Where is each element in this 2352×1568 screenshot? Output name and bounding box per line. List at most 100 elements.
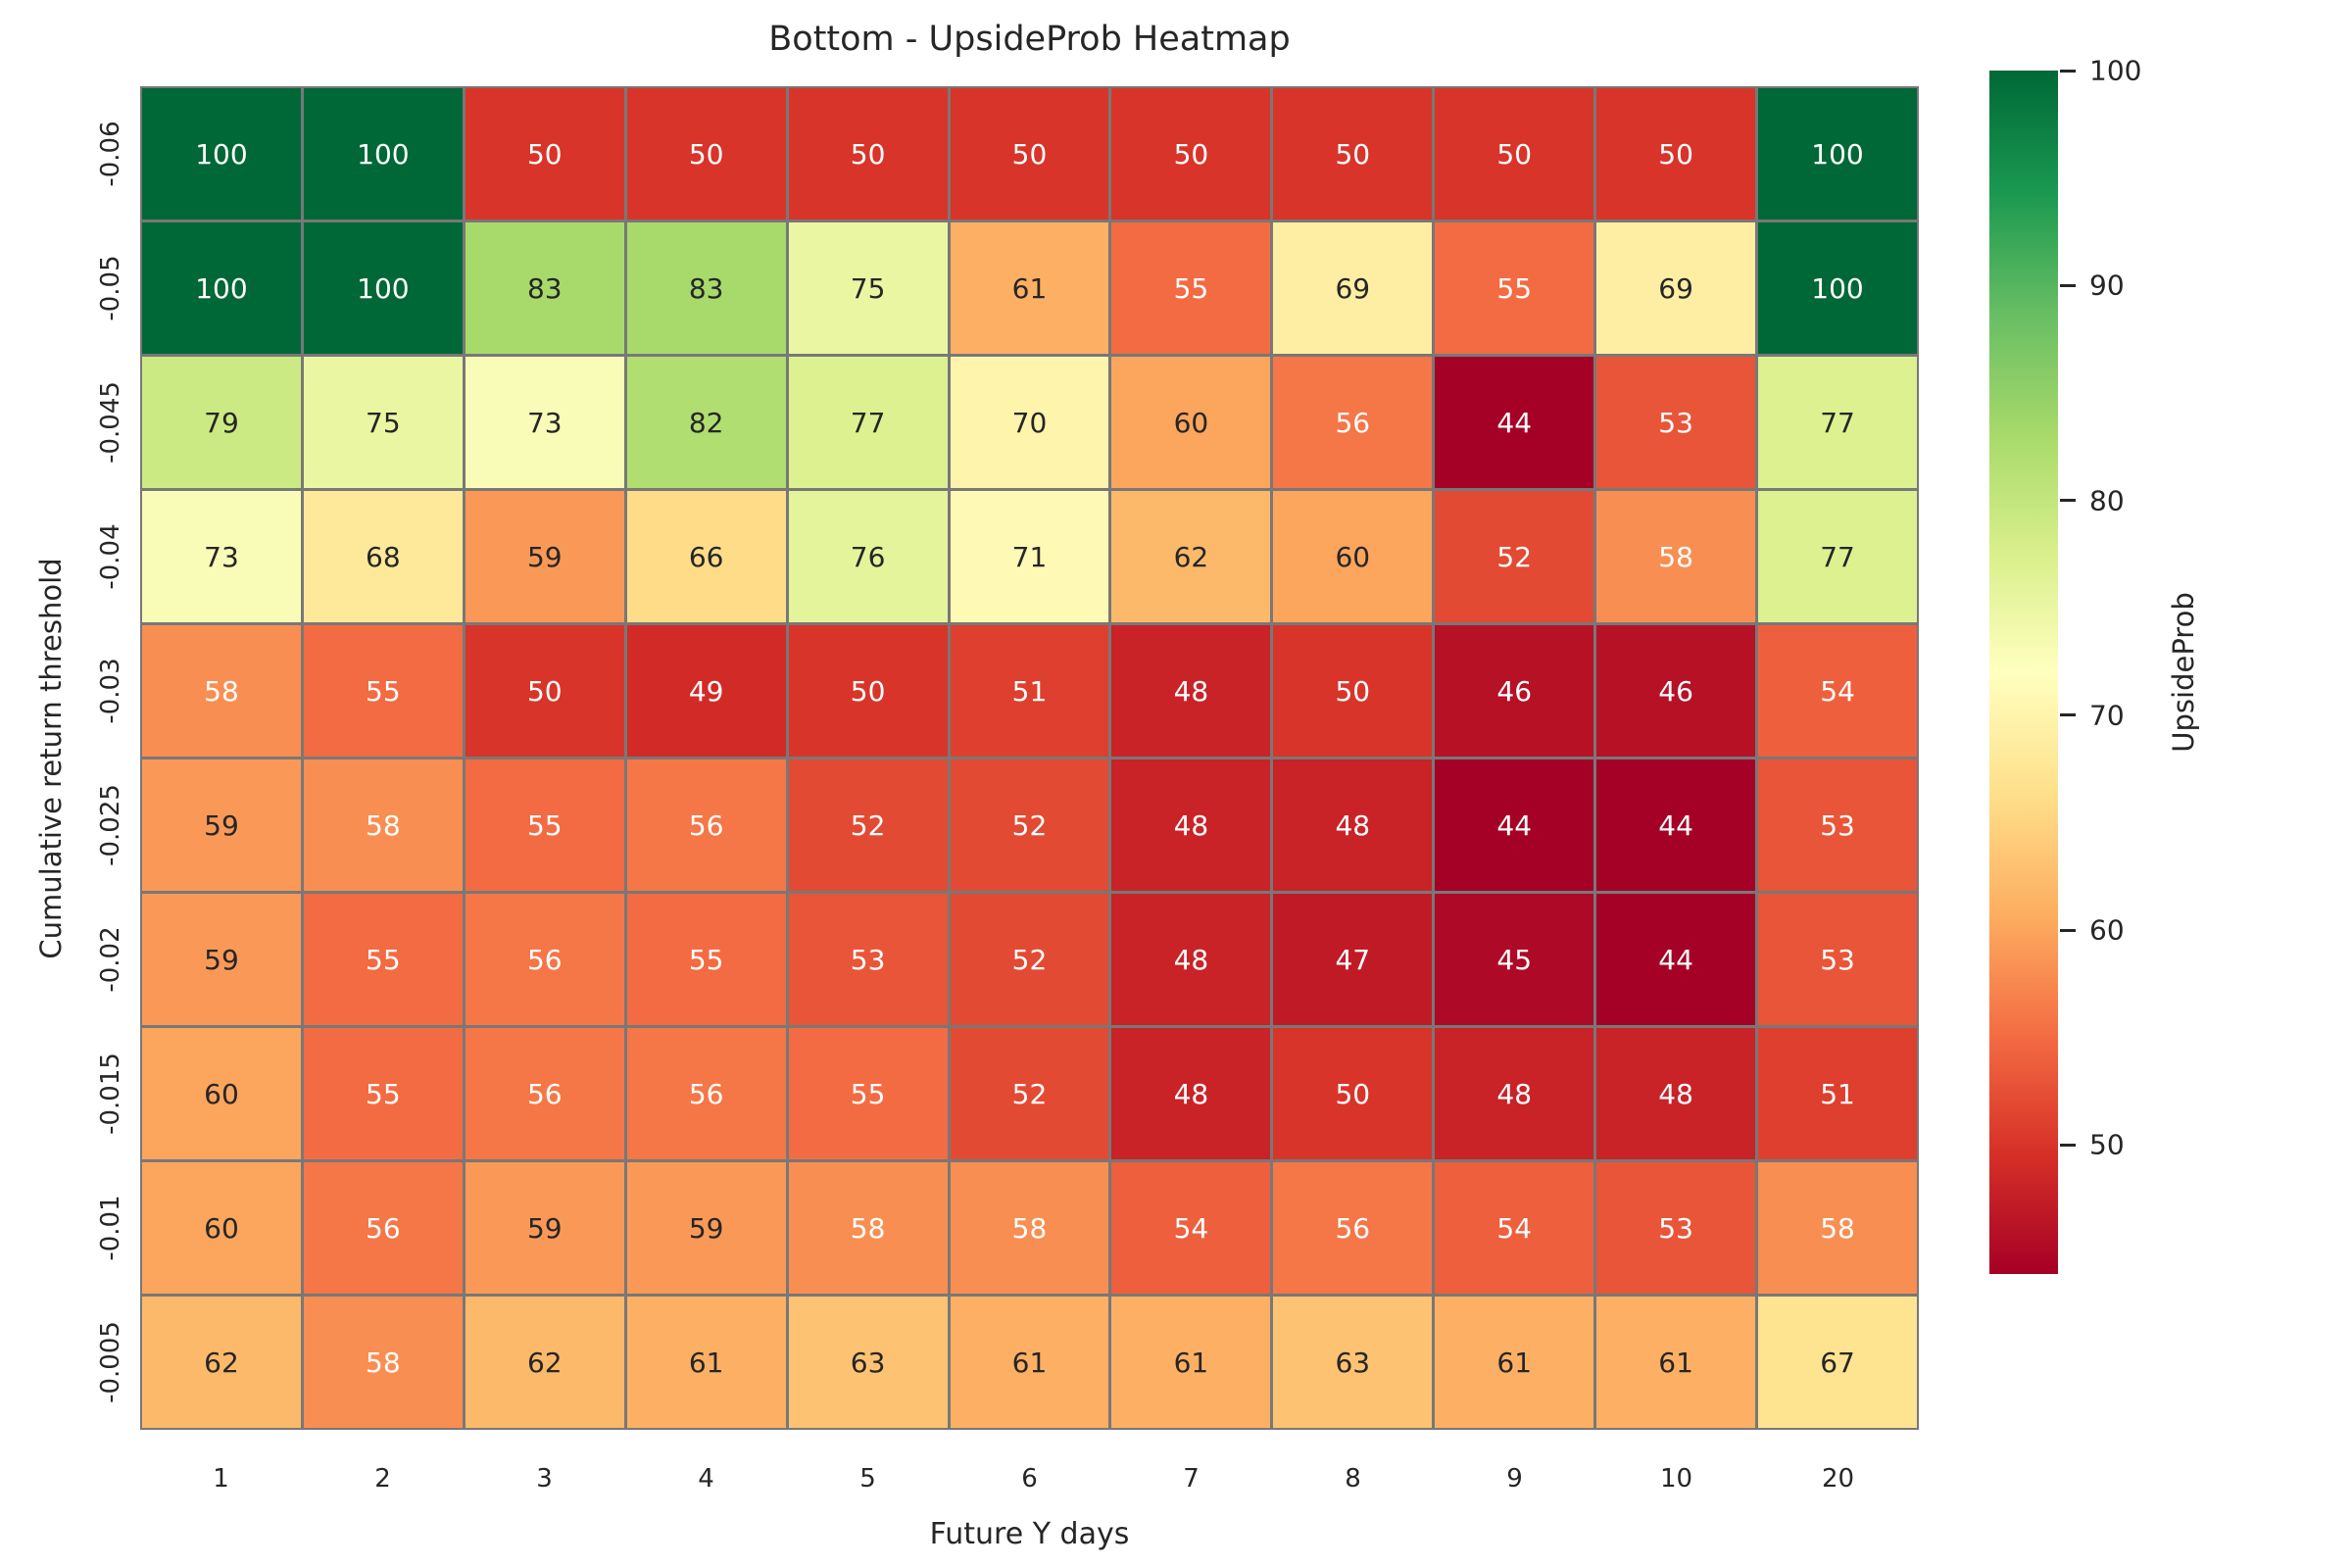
heatmap-cell: 77 [788, 357, 948, 488]
heatmap-cell: 60 [1273, 491, 1433, 622]
heatmap-cell: 55 [1111, 222, 1271, 354]
y-tick-label: -0.05 [96, 255, 125, 321]
heatmap-cell: 79 [142, 357, 301, 488]
heatmap-cell: 56 [465, 1028, 624, 1159]
heatmap-cell: 52 [950, 894, 1109, 1025]
colorbar-tick-label: 90 [2089, 269, 2125, 302]
heatmap-grid: 100 100 50 50 50 50 50 50 50 50 100 100 100 83 83 75 61 5… [140, 86, 1919, 1430]
heatmap-cell: 71 [950, 491, 1109, 622]
heatmap-cell: 59 [142, 760, 301, 891]
heatmap-cell: 44 [1435, 760, 1594, 891]
colorbar-tick [2060, 69, 2076, 73]
heatmap-cell: 69 [1596, 222, 1756, 354]
heatmap-cell: 48 [1435, 1028, 1594, 1159]
heatmap-cell: 44 [1596, 760, 1756, 891]
heatmap-cell: 77 [1758, 491, 1917, 622]
heatmap-cell: 55 [788, 1028, 948, 1159]
colorbar-label: UpsideProb [2167, 592, 2200, 753]
heatmap-cell: 58 [788, 1162, 948, 1294]
x-tick-label: 9 [1506, 1464, 1523, 1494]
heatmap-cell: 56 [1273, 357, 1433, 488]
heatmap-cell: 53 [1596, 357, 1756, 488]
heatmap-cell: 44 [1435, 357, 1594, 488]
heatmap-cell: 55 [1435, 222, 1594, 354]
heatmap-cell: 59 [626, 1162, 786, 1294]
x-tick-label: 20 [1821, 1464, 1855, 1494]
heatmap-cell: 51 [950, 625, 1109, 757]
heatmap-cell: 100 [303, 222, 463, 354]
heatmap-cell: 58 [950, 1162, 1109, 1294]
heatmap-cell: 73 [142, 491, 301, 622]
x-tick-label: 10 [1659, 1464, 1693, 1494]
heatmap-cell: 100 [1758, 88, 1917, 220]
heatmap-cell: 60 [142, 1028, 301, 1159]
heatmap-cell: 48 [1273, 760, 1433, 891]
heatmap-cell: 67 [1758, 1297, 1917, 1428]
x-tick-label: 2 [374, 1464, 391, 1494]
heatmap-cell: 50 [1273, 625, 1433, 757]
colorbar-tick-label: 50 [2089, 1128, 2125, 1161]
heatmap-cell: 48 [1111, 760, 1271, 891]
heatmap-cell: 59 [465, 1162, 624, 1294]
heatmap-cell: 76 [788, 491, 948, 622]
heatmap-cell: 61 [1111, 1297, 1271, 1428]
heatmap-cell: 50 [1596, 88, 1756, 220]
heatmap-cell: 62 [1111, 491, 1271, 622]
x-tick-label: 8 [1345, 1464, 1361, 1494]
heatmap-cell: 45 [1435, 894, 1594, 1025]
heatmap-cell: 50 [788, 88, 948, 220]
heatmap-cell: 50 [465, 88, 624, 220]
heatmap-cell: 49 [626, 625, 786, 757]
heatmap-cell: 55 [303, 1028, 463, 1159]
heatmap-cell: 53 [1758, 894, 1917, 1025]
colorbar-tick [2060, 283, 2076, 287]
heatmap-cell: 56 [465, 894, 624, 1025]
heatmap-cell: 50 [1111, 88, 1271, 220]
heatmap-cell: 52 [950, 1028, 1109, 1159]
x-tick-label: 7 [1183, 1464, 1200, 1494]
heatmap-cell: 77 [1758, 357, 1917, 488]
colorbar-tick [2060, 499, 2076, 503]
heatmap-cell: 75 [303, 357, 463, 488]
heatmap-cell: 56 [626, 1028, 786, 1159]
heatmap-cell: 52 [1435, 491, 1594, 622]
heatmap-cell: 53 [788, 894, 948, 1025]
colorbar-tick-label: 70 [2089, 699, 2125, 732]
x-tick-label: 3 [536, 1464, 553, 1494]
heatmap-cell: 50 [1273, 88, 1433, 220]
colorbar-tick [2060, 713, 2076, 717]
heatmap-cell: 46 [1435, 625, 1594, 757]
heatmap-cell: 53 [1758, 760, 1917, 891]
heatmap-cell: 53 [1596, 1162, 1756, 1294]
x-tick-label: 4 [698, 1464, 714, 1494]
chart-title: Bottom - UpsideProb Heatmap [768, 20, 1291, 59]
heatmap-cell: 61 [1596, 1297, 1756, 1428]
heatmap-cell: 54 [1758, 625, 1917, 757]
heatmap-cell: 58 [303, 1297, 463, 1428]
heatmap-cell: 46 [1596, 625, 1756, 757]
heatmap-cell: 70 [950, 357, 1109, 488]
heatmap-cell: 52 [950, 760, 1109, 891]
heatmap-cell: 100 [142, 88, 301, 220]
heatmap-cell: 62 [142, 1297, 301, 1428]
heatmap-cell: 55 [303, 625, 463, 757]
heatmap-cell: 58 [1758, 1162, 1917, 1294]
heatmap-cell: 61 [950, 1297, 1109, 1428]
heatmap-cell: 82 [626, 357, 786, 488]
heatmap-cell: 66 [626, 491, 786, 622]
heatmap-cell: 63 [788, 1297, 948, 1428]
heatmap-cell: 100 [142, 222, 301, 354]
heatmap-cell: 48 [1111, 1028, 1271, 1159]
heatmap-cell: 61 [950, 222, 1109, 354]
heatmap-cell: 58 [142, 625, 301, 757]
colorbar-tick [2060, 928, 2076, 932]
heatmap-cell: 50 [465, 625, 624, 757]
heatmap-cell: 58 [303, 760, 463, 891]
x-tick-label: 6 [1021, 1464, 1038, 1494]
heatmap-cell: 55 [303, 894, 463, 1025]
heatmap-cell: 73 [465, 357, 624, 488]
heatmap-cell: 55 [465, 760, 624, 891]
heatmap-cell: 50 [626, 88, 786, 220]
heatmap-cell: 60 [142, 1162, 301, 1294]
